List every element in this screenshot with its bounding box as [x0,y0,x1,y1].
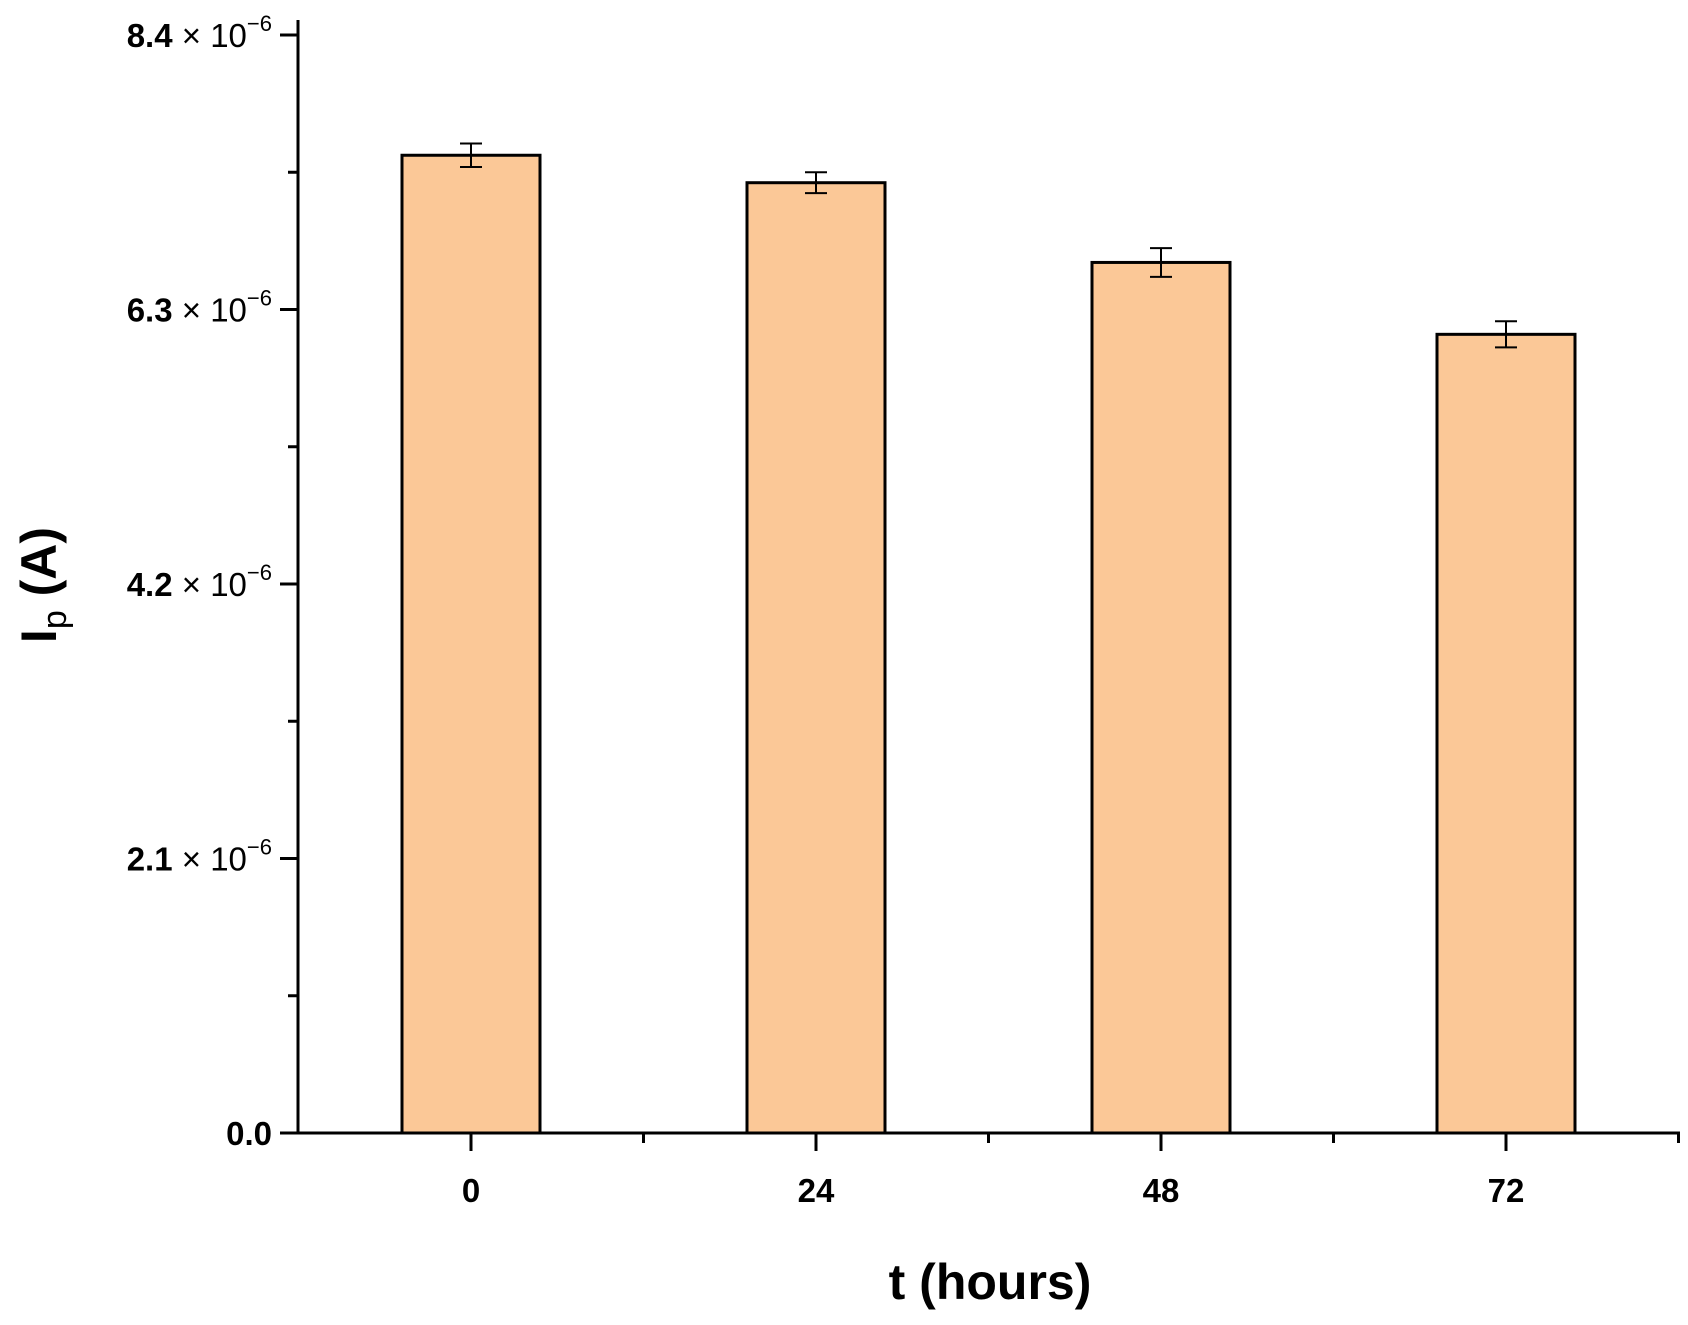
y-tick-exponent: −6 [247,286,272,311]
y-tick-times: × [173,566,211,603]
error-bar-48 [1150,247,1172,278]
y-tick-label: 0.0 [226,1115,272,1152]
x-ticks-layer: 0 24 48 72 [462,1133,1680,1209]
y-tick-base: 10 [210,841,247,878]
y-tick-times: × [173,292,211,329]
error-bar-24 [805,171,827,195]
y-axis-title-main: I [11,629,67,643]
x-axis-title: t (hours) [889,1254,1092,1310]
x-tick-label: 0 [462,1172,480,1209]
y-tick-base: 10 [210,566,247,603]
y-axis-title: Ip (A) [11,527,74,643]
x-tick-label: 72 [1488,1172,1525,1209]
y-tick-base: 10 [210,17,247,54]
y-tick-mantissa: 4.2 [127,566,173,603]
y-tick-mantissa: 6.3 [127,292,173,329]
y-ticks-layer: 0.02.1 × 10−64.2 × 10−66.3 × 10−68.4 × 1… [127,11,298,1152]
y-tick-label: 2.1 × 10−6 [127,835,272,878]
y-tick-mantissa: 2.1 [127,841,173,878]
x-tick-label: 24 [798,1172,835,1209]
error-bar-72 [1495,320,1517,349]
y-tick-exponent: −6 [247,11,272,36]
y-tick-label: 4.2 × 10−6 [127,560,272,603]
bar-0 [400,153,542,1135]
bar-24 [745,181,887,1135]
y-tick-exponent: −6 [247,560,272,585]
bars-layer [400,153,1577,1135]
y-tick-mantissa: 0.0 [226,1115,272,1152]
y-tick-mantissa: 8.4 [127,17,174,54]
y-tick-times: × [173,841,211,878]
bar-48 [1090,260,1232,1135]
bar-72 [1435,332,1577,1135]
error-bars-layer [460,142,1517,349]
y-axis-title-subscript: p [36,610,74,629]
y-tick-base: 10 [210,292,247,329]
error-bar-0 [460,142,482,169]
y-tick-label: 6.3 × 10−6 [127,286,272,329]
y-tick-exponent: −6 [247,835,272,860]
y-tick-times: × [173,17,211,54]
y-axis-title-suffix: (A) [11,527,67,610]
x-tick-label: 48 [1143,1172,1180,1209]
y-tick-label: 8.4 × 10−6 [127,11,272,54]
